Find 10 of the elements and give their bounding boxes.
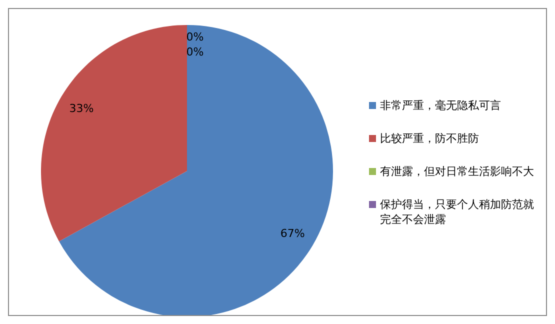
- text: 0%: [186, 30, 204, 44]
- legend-label: 有泄露，但对日常生活影响不大: [380, 164, 534, 178]
- data-label: 33%: [69, 102, 94, 116]
- text: 0%: [186, 46, 204, 58]
- legend-label: 保护得当，只要个人稍加防范就完全不会泄露: [380, 196, 535, 226]
- legend-label: 比较严重，防不胜防: [380, 130, 479, 146]
- data-label: 67%: [280, 226, 305, 240]
- pie-slice: [59, 25, 333, 315]
- pie-slice: [41, 25, 187, 242]
- legend-label: 非常严重，毫无隐私可言: [380, 98, 501, 112]
